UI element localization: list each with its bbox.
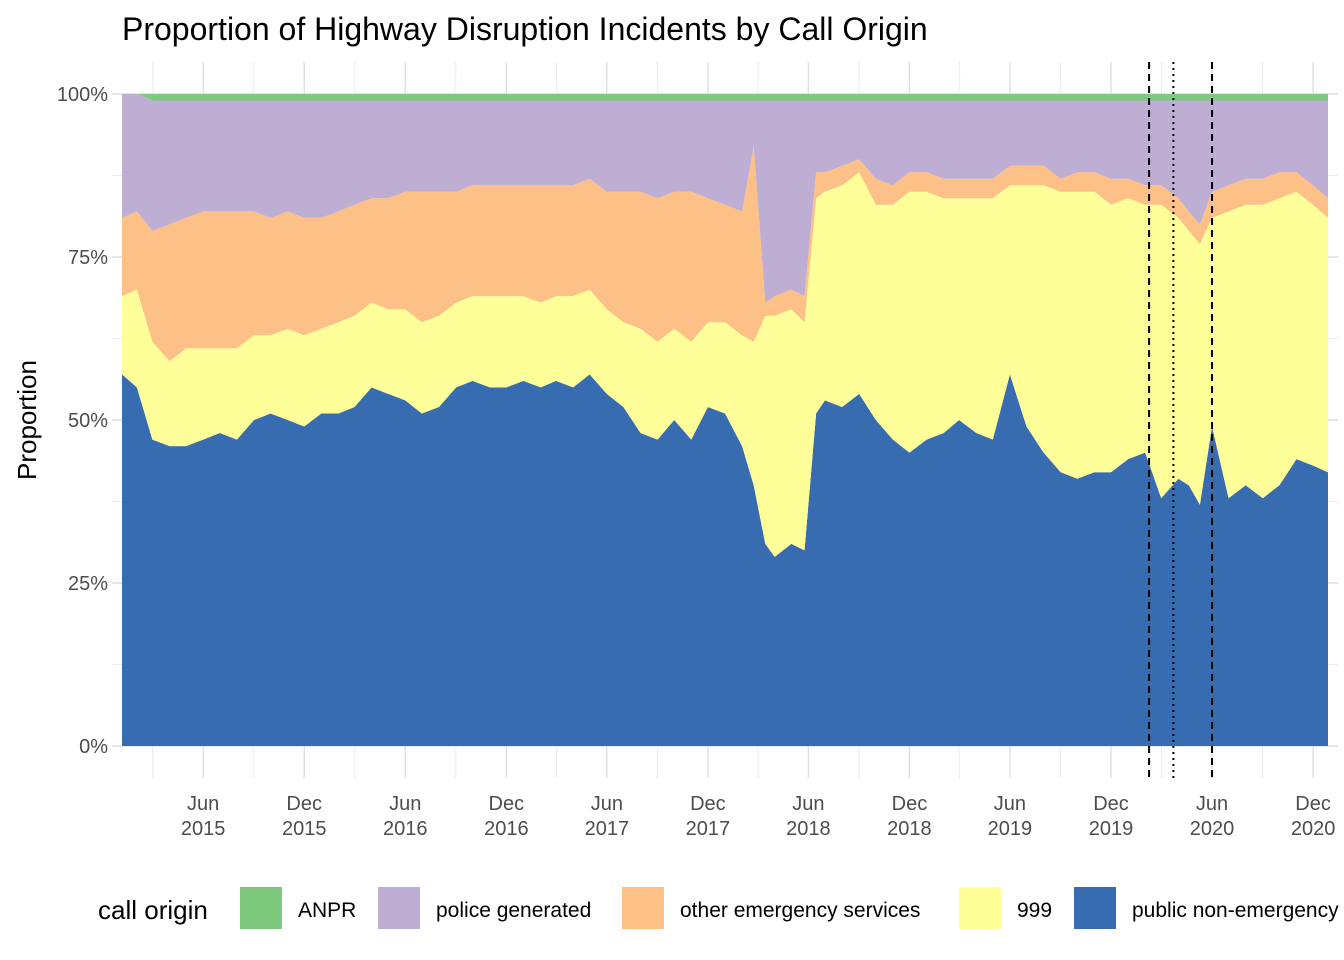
- legend-key-police-generated: [378, 887, 420, 929]
- stacked-areas: [122, 94, 1328, 746]
- x-tick-month-4: Jun: [591, 793, 623, 815]
- area-999: [122, 172, 1328, 557]
- x-tick-month-0: Jun: [187, 793, 219, 815]
- y-tick-label-4: 100%: [57, 84, 108, 106]
- legend-key-999: [959, 887, 1001, 929]
- y-tick-label-2: 50%: [68, 410, 108, 432]
- x-tick-year-1: 2015: [282, 818, 327, 840]
- x-tick-year-8: 2019: [988, 818, 1033, 840]
- y-axis-title: Proportion: [12, 360, 42, 480]
- y-axis-ticks: 0% 25% 50% 75% 100%: [57, 84, 108, 758]
- legend-label-other-emergency-services: other emergency services: [680, 899, 920, 922]
- area-public-non-emergency: [122, 374, 1328, 746]
- chart-title: Proportion of Highway Disruption Inciden…: [122, 11, 928, 47]
- x-tick-year-6: 2018: [786, 818, 831, 840]
- legend-label-police-generated: police generated: [436, 899, 591, 922]
- x-tick-month-9: Dec: [1093, 793, 1129, 815]
- x-tick-month-3: Dec: [489, 793, 525, 815]
- x-tick-month-7: Dec: [892, 793, 928, 815]
- x-tick-month-6: Jun: [792, 793, 824, 815]
- x-tick-year-5: 2017: [686, 818, 731, 840]
- y-tick-label-1: 25%: [68, 573, 108, 595]
- x-tick-month-11: Dec: [1295, 793, 1331, 815]
- x-tick-year-9: 2019: [1089, 818, 1134, 840]
- x-axis-ticks: Jun 2015 Dec 2015 Jun 2016 Dec 2016 Jun 2017 Dec 20…: [181, 793, 1335, 840]
- x-tick-year-2: 2016: [383, 818, 428, 840]
- x-tick-month-8: Jun: [994, 793, 1026, 815]
- x-tick-month-10: Jun: [1196, 793, 1228, 815]
- legend-label-999: 999: [1017, 899, 1052, 922]
- legend: call origin ANPR police generated other em…: [98, 887, 1339, 929]
- y-tick-label-3: 75%: [68, 247, 108, 269]
- legend-key-anpr: [240, 887, 282, 929]
- x-tick-year-10: 2020: [1190, 818, 1235, 840]
- area-police-generated: [122, 94, 1328, 303]
- x-tick-month-5: Dec: [690, 793, 726, 815]
- x-tick-year-0: 2015: [181, 818, 226, 840]
- legend-label-anpr: ANPR: [298, 899, 356, 922]
- x-tick-year-4: 2017: [585, 818, 630, 840]
- y-tick-label-0: 0%: [79, 736, 108, 758]
- legend-key-other-emergency-services: [622, 887, 664, 929]
- legend-key-public-non-emergency: [1074, 887, 1116, 929]
- x-tick-month-1: Dec: [286, 793, 322, 815]
- area-anpr: [122, 94, 1328, 101]
- x-tick-year-7: 2018: [887, 818, 932, 840]
- x-tick-year-11: 2020: [1291, 818, 1336, 840]
- legend-title: call origin: [98, 895, 208, 925]
- x-tick-year-3: 2016: [484, 818, 529, 840]
- x-tick-month-2: Jun: [389, 793, 421, 815]
- legend-label-public-non-emergency: public non-emergency: [1132, 899, 1339, 922]
- area-other-emergency-services: [122, 146, 1328, 362]
